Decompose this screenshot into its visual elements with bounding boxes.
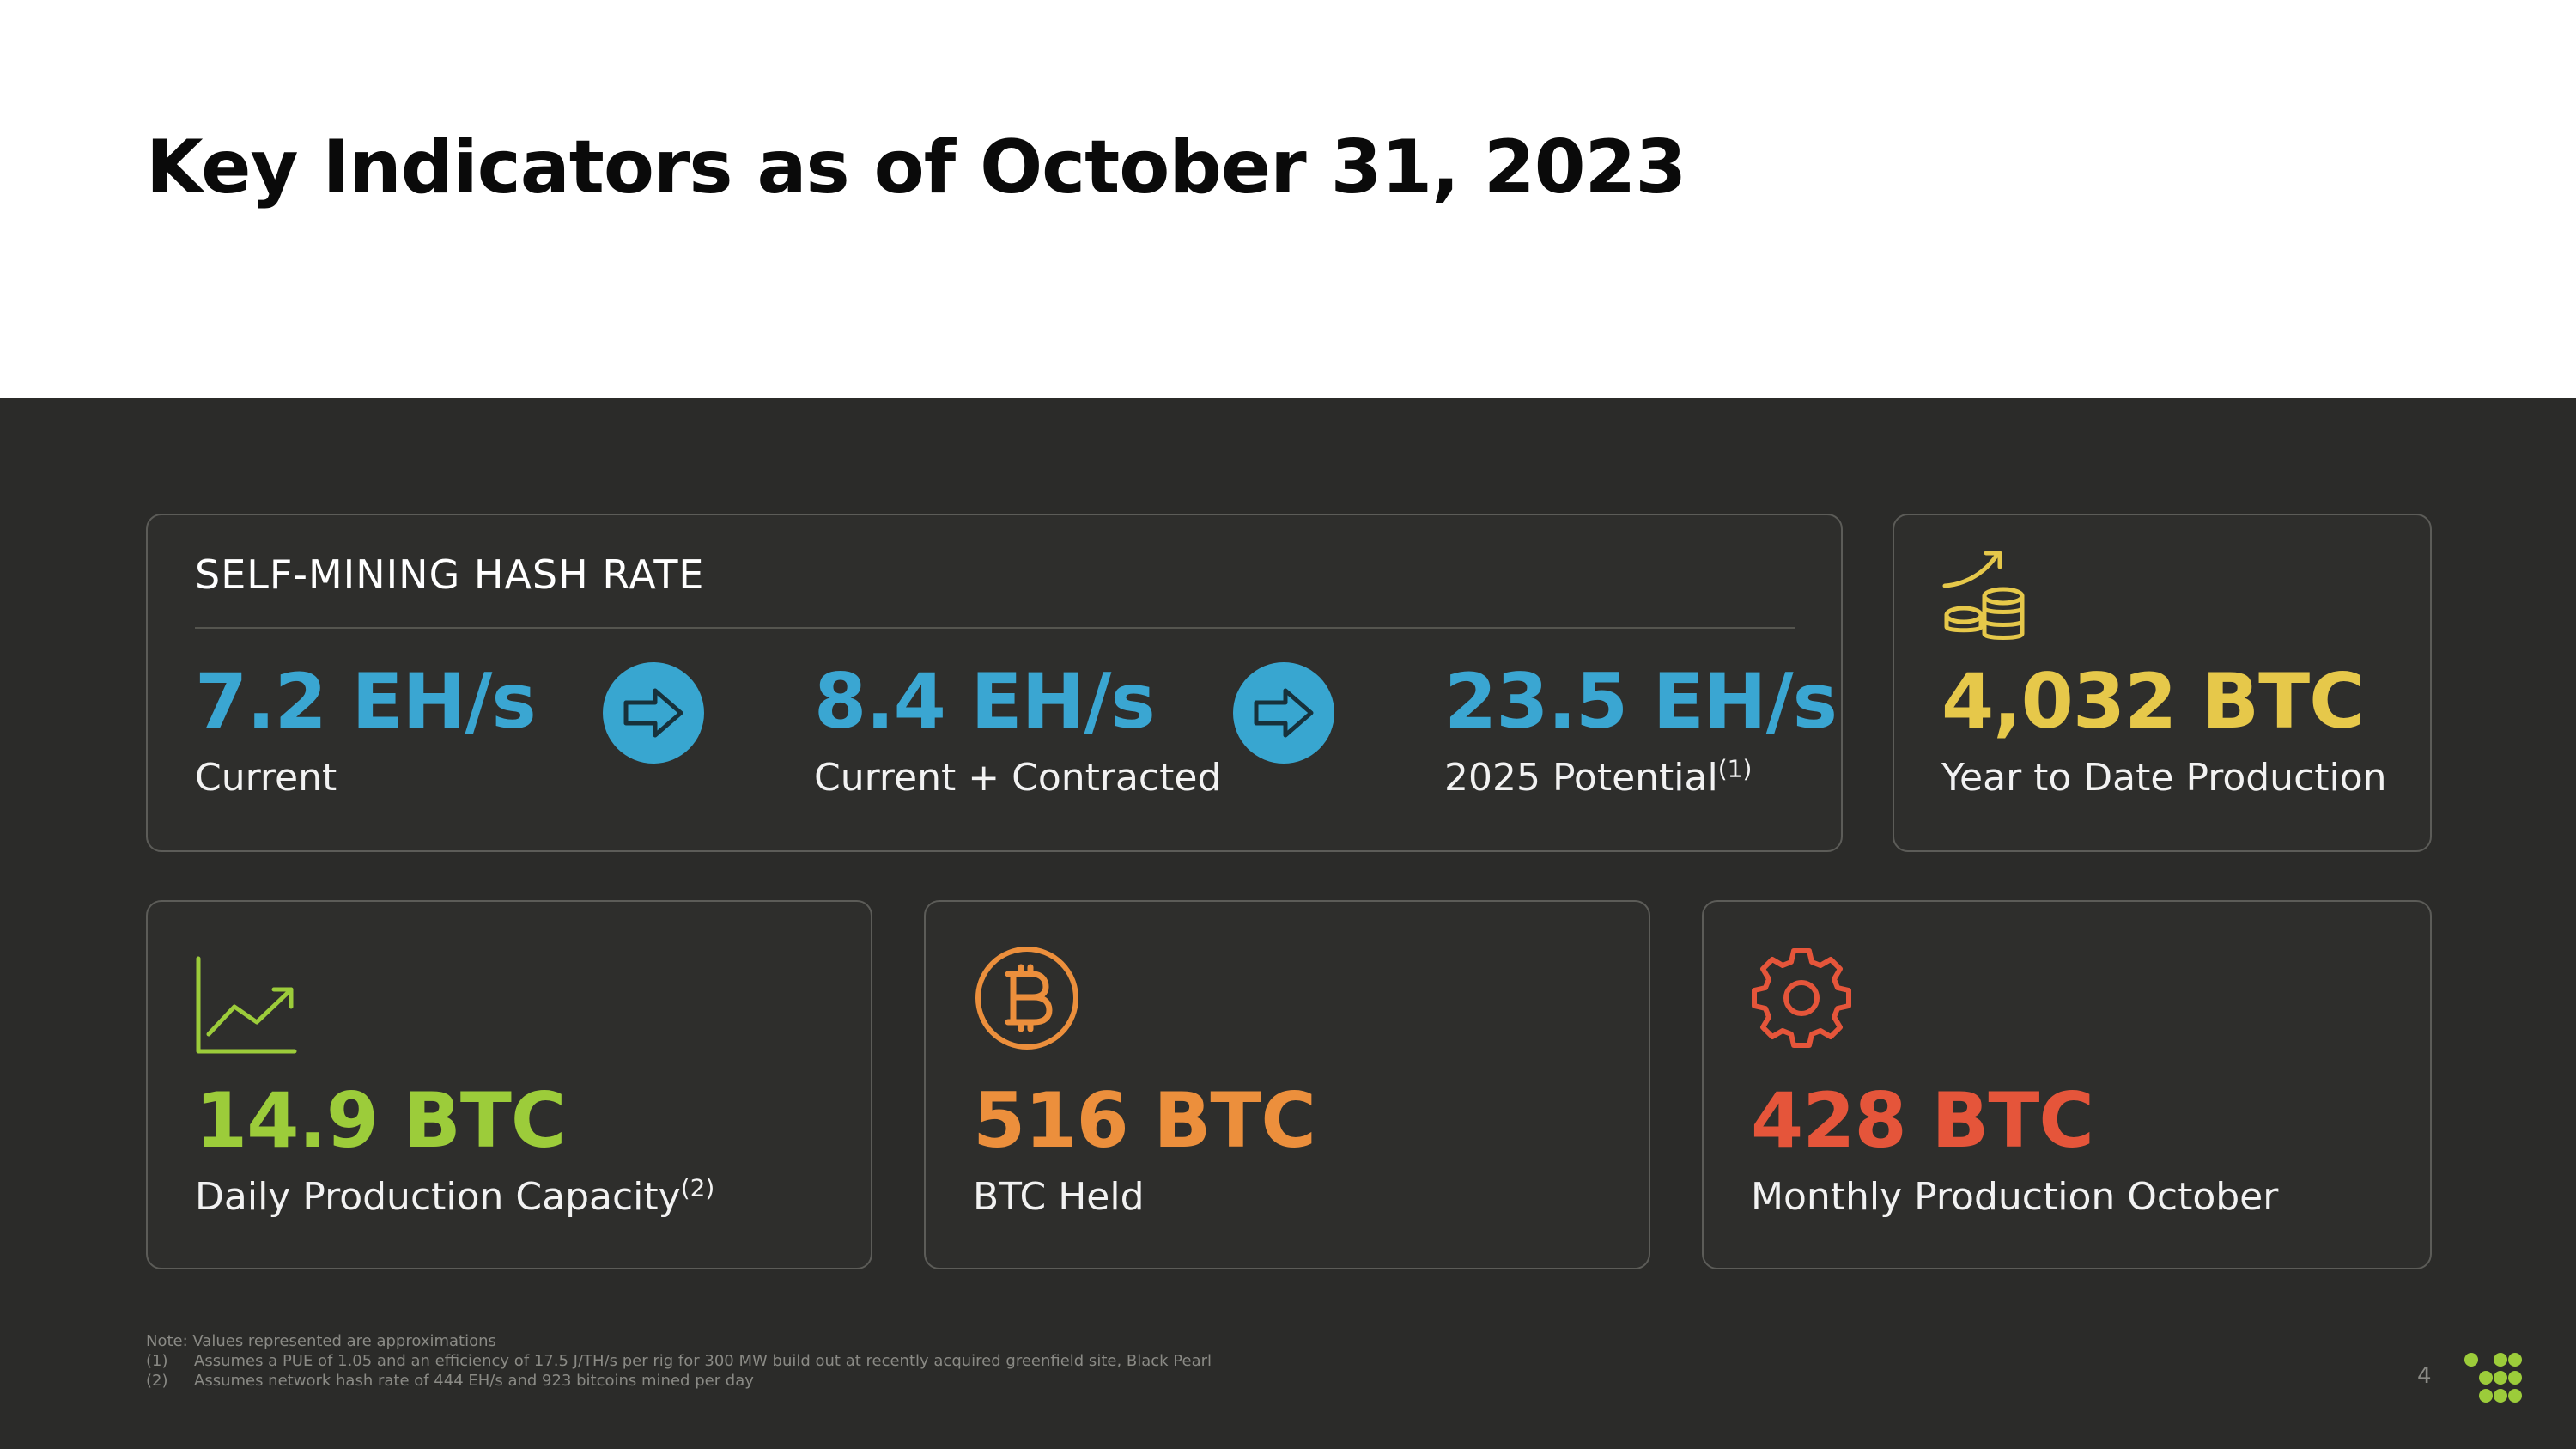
hash-rate-contracted-caption: Current + Contracted: [814, 756, 1222, 800]
footnote-2-text: Assumes network hash rate of 444 EH/s an…: [194, 1372, 754, 1390]
arrow-right-icon: [603, 662, 704, 764]
hash-rate-potential-caption: 2025 Potential(1): [1444, 756, 1752, 800]
monthly-production-value: 428 BTC: [1751, 1076, 2094, 1165]
btc-held-value: 516 BTC: [973, 1076, 1316, 1165]
daily-production-card: 14.9 BTC Daily Production Capacity(2): [146, 900, 872, 1269]
footnote-1: (1) Assumes a PUE of 1.05 and an efficie…: [146, 1351, 1212, 1371]
page-title: Key Indicators as of October 31, 2023: [146, 125, 1686, 210]
daily-production-value: 14.9 BTC: [195, 1076, 566, 1165]
ytd-production-caption: Year to Date Production: [1941, 756, 2387, 800]
footnote-ref-1: (1): [1717, 754, 1753, 783]
footnote-2-number: (2): [146, 1372, 168, 1390]
gear-icon: [1752, 948, 1851, 1048]
potential-caption-text: 2025 Potential: [1444, 756, 1718, 800]
page-number: 4: [2417, 1363, 2432, 1389]
hash-rate-potential-value: 23.5 EH/s: [1444, 657, 1838, 746]
footnote-1-number: (1): [146, 1352, 168, 1370]
monthly-production-caption: Monthly Production October: [1751, 1175, 2279, 1219]
company-logo: [2464, 1353, 2522, 1403]
daily-caption-text: Daily Production Capacity: [195, 1175, 681, 1219]
note-heading: Note: Values represented are approximati…: [146, 1332, 496, 1350]
hash-rate-label: SELF-MINING HASH RATE: [195, 551, 705, 598]
daily-production-caption: Daily Production Capacity(2): [195, 1175, 714, 1219]
hash-rate-contracted-value: 8.4 EH/s: [814, 657, 1156, 746]
footnotes: Note: Values represented are approximati…: [146, 1331, 1212, 1391]
btc-held-caption: BTC Held: [973, 1175, 1145, 1219]
bitcoin-icon: [975, 947, 1078, 1050]
hash-rate-divider: [195, 627, 1795, 629]
footnote-2: (2) Assumes network hash rate of 444 EH/…: [146, 1371, 1212, 1391]
footnote-1-text: Assumes a PUE of 1.05 and an efficiency …: [194, 1352, 1212, 1370]
monthly-production-card: 428 BTC Monthly Production October: [1702, 900, 2432, 1269]
footnote-ref-2: (2): [680, 1173, 715, 1202]
hash-rate-current-caption: Current: [195, 756, 337, 800]
line-chart-icon: [196, 956, 297, 1054]
coins-growth-icon: [1942, 551, 2025, 640]
hash-rate-card: SELF-MINING HASH RATE 7.2 EH/s Current 8…: [146, 514, 1843, 852]
ytd-production-value: 4,032 BTC: [1941, 657, 2365, 746]
dark-panel: SELF-MINING HASH RATE 7.2 EH/s Current 8…: [0, 398, 2576, 1449]
hash-rate-current-value: 7.2 EH/s: [195, 657, 537, 746]
btc-held-card: 516 BTC BTC Held: [924, 900, 1650, 1269]
ytd-production-card: 4,032 BTC Year to Date Production: [1893, 514, 2432, 852]
arrow-right-icon: [1233, 662, 1334, 764]
